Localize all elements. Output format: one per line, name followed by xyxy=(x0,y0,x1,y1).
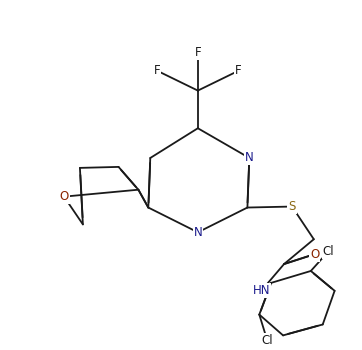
Text: F: F xyxy=(154,64,160,77)
Text: N: N xyxy=(245,152,254,164)
Text: O: O xyxy=(310,247,319,261)
Text: HN: HN xyxy=(253,284,270,297)
Text: N: N xyxy=(193,226,202,239)
Text: F: F xyxy=(235,64,242,77)
Text: Cl: Cl xyxy=(261,334,273,347)
Text: F: F xyxy=(194,47,201,60)
Text: S: S xyxy=(288,200,296,213)
Text: Cl: Cl xyxy=(323,245,334,258)
Text: O: O xyxy=(59,190,69,203)
